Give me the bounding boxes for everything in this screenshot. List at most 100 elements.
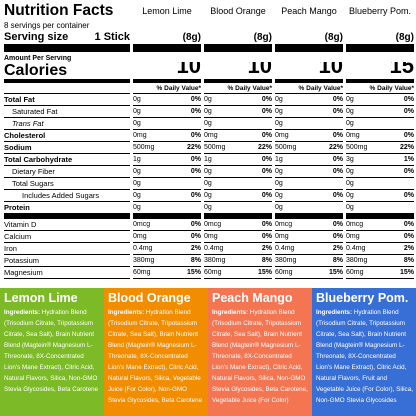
amount: 380mg (275, 257, 297, 264)
nutrient-cell: 0g 0% (346, 190, 414, 202)
nutrient-cell: 60mg 15% (133, 267, 201, 279)
amount: 60mg (204, 269, 222, 276)
ingredient-text: Ingredients: Hydration Blend (Trisodium … (316, 307, 413, 406)
daily-value: 0% (403, 233, 414, 240)
nutrient-cell: 0g 0% (275, 106, 343, 118)
amount: 60mg (275, 269, 293, 276)
serving-weight: (8g) (133, 30, 201, 52)
nutrient-row: Total Sugars 0g 0g 0g 0g (4, 178, 414, 190)
daily-value: 15% (399, 269, 414, 276)
serving-size-row: Serving size 1 Stick (8g) (8g) (8g) (8g) (4, 30, 414, 52)
daily-value: 2% (403, 245, 414, 252)
amount: 0g (204, 96, 212, 103)
amount: 500mg (204, 144, 226, 151)
flavor-name: Peach Mango (281, 5, 337, 16)
amount: 0mg (133, 132, 147, 139)
daily-value: 0% (261, 233, 272, 240)
nutrient-cell: 0mg 0% (275, 130, 343, 142)
nutrient-cell: 0g 0% (275, 166, 343, 178)
nutrient-label: Includes Added Sugars (4, 190, 130, 202)
serving-size-label: Serving size (4, 31, 69, 43)
amount: 500mg (346, 144, 368, 151)
nutrient-row: Calcium 0mg 0% 0mg 0% 0mg 0% 0mg 0% (4, 231, 414, 243)
nutrient-cell: 0g 0% (133, 94, 201, 106)
daily-value: 0% (332, 168, 343, 175)
amount: 0mcg (346, 221, 364, 228)
amount: 3g (346, 156, 354, 163)
nutrient-cell: 0mg 0% (204, 130, 272, 142)
daily-value: 0% (190, 96, 201, 103)
flavor-name: Blood Orange (210, 5, 266, 16)
amount: 0.4mg (133, 245, 153, 252)
nutrient-cell: 1g 0% (204, 154, 272, 166)
flavor-title: Blood Orange (108, 291, 191, 305)
amount: 0g (346, 180, 354, 187)
daily-value: 15% (257, 269, 272, 276)
nutrient-cell: 60mg 15% (275, 267, 343, 279)
amount: 0g (204, 120, 212, 127)
amount: 0g (275, 204, 283, 211)
daily-value: 8% (403, 257, 414, 264)
amount: 0g (133, 108, 141, 115)
amount-row: Amount Per Serving (4, 52, 414, 62)
nutrient-row: Potassium 380mg 8% 380mg 8% 380mg 8% 380mg 8% (4, 255, 414, 267)
amount: 0g (275, 168, 283, 175)
nutrient-cell: 60mg 15% (204, 267, 272, 279)
daily-value: 0% (190, 192, 201, 199)
daily-value: 22% (399, 144, 414, 151)
nutrient-cell: 0g 0% (204, 190, 272, 202)
amount: 0g (204, 108, 212, 115)
nutrient-row: Dietary Fiber 0g 0% 0g 0% 0g 0% 0g 0% (4, 166, 414, 178)
flavor-name: Lemon Lime (142, 5, 192, 16)
amount: 500mg (275, 144, 297, 151)
amount: 60mg (133, 269, 151, 276)
serving-weight: (8g) (346, 30, 414, 52)
nutrient-cell: 0g 0% (133, 190, 201, 202)
ingredient-label: Ingredients: (212, 309, 249, 316)
amount-label: Amount Per Serving (4, 55, 72, 62)
nutrient-cell: 0g 0% (275, 94, 343, 106)
nutrient-cell: 0g 0% (346, 106, 414, 118)
nutrient-cell: 0g (204, 178, 272, 190)
ingredient-box: Blueberry Pom. Ingredients: Hydration Ble… (312, 288, 416, 416)
daily-value: 22% (186, 144, 201, 151)
daily-value: 8% (332, 257, 343, 264)
nutrient-cell: 0g (133, 202, 201, 219)
ingredients: Lemon Lime Ingredients: Hydration Blend (… (0, 288, 416, 416)
nutrient-cell: 1g 0% (133, 154, 201, 166)
daily-value: 0% (261, 96, 272, 103)
nutrient-row: Iron 0.4mg 2% 0.4mg 2% 0.4mg 2% 0.4mg 2% (4, 243, 414, 255)
nutrient-cell: 0g (204, 118, 272, 130)
nutrient-cell: 3g 1% (346, 154, 414, 166)
daily-value-label: % Daily Value* (346, 83, 414, 94)
amount: 1g (204, 156, 212, 163)
nutrient-cell: 0g 0% (204, 94, 272, 106)
daily-value: 0% (261, 168, 272, 175)
amount: 60mg (346, 269, 364, 276)
daily-value: 0% (403, 108, 414, 115)
amount: 0mg (275, 233, 289, 240)
nutrient-label: Sodium (4, 142, 130, 154)
amount: 0g (133, 168, 141, 175)
nutrient-cell: 0g 0% (346, 166, 414, 178)
amount: 0g (204, 204, 212, 211)
nutrient-cell: 0g (275, 178, 343, 190)
nutrient-cell: 500mg 22% (133, 142, 201, 154)
daily-value: 0% (332, 192, 343, 199)
spacer (4, 83, 130, 94)
nutrient-row: Total Fat 0g 0% 0g 0% 0g 0% 0g 0% (4, 94, 414, 106)
nutrient-cell: 0.4mg 2% (275, 243, 343, 255)
daily-value: 0% (190, 108, 201, 115)
nutrient-cell: 0g (346, 118, 414, 130)
nutrient-cell: 0.4mg 2% (204, 243, 272, 255)
ingredient-text: Ingredients: Hydration Blend (Trisodium … (4, 307, 101, 395)
nutrient-cell: 0g (204, 202, 272, 219)
ingredient-label: Ingredients: (4, 309, 41, 316)
nutrient-label: Iron (4, 243, 130, 255)
nutrient-cell: 0g 0% (346, 94, 414, 106)
daily-value: 0% (190, 132, 201, 139)
nutrient-cell: 1g 0% (275, 154, 343, 166)
daily-value: 0% (403, 221, 414, 228)
daily-value: 0% (261, 108, 272, 115)
